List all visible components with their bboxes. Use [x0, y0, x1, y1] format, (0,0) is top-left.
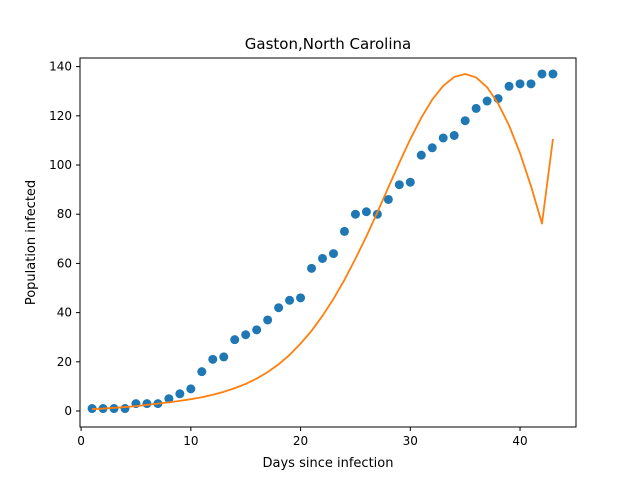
- plot-area: [87, 69, 558, 414]
- data-point: [427, 143, 437, 153]
- y-tick-label: 100: [49, 158, 72, 172]
- data-point: [471, 103, 481, 113]
- y-tick-label: 120: [49, 109, 72, 123]
- y-tick-label: 40: [57, 306, 72, 320]
- data-point: [241, 330, 251, 340]
- data-point: [175, 389, 185, 399]
- axes-frame: [79, 57, 577, 428]
- data-point: [328, 249, 338, 259]
- chart-title: Gaston,North Carolina: [245, 35, 411, 53]
- data-point: [438, 133, 448, 143]
- data-point: [296, 293, 306, 303]
- x-tick-label: 40: [512, 434, 527, 448]
- data-point: [537, 69, 547, 79]
- data-point: [285, 295, 295, 305]
- data-point: [515, 79, 525, 89]
- data-point: [361, 207, 371, 217]
- y-tick-label: 0: [64, 404, 72, 418]
- data-point: [197, 367, 207, 377]
- x-tick-label: 30: [403, 434, 418, 448]
- x-axis-label: Days since infection: [263, 456, 394, 471]
- data-point: [394, 180, 404, 190]
- data-point: [186, 384, 196, 394]
- y-tick-label: 140: [49, 60, 72, 74]
- data-point: [120, 404, 130, 414]
- data-point: [405, 177, 415, 187]
- data-point: [164, 394, 174, 404]
- data-point: [318, 253, 328, 263]
- data-point: [482, 96, 492, 106]
- x-tick-label: 10: [183, 434, 198, 448]
- data-point: [274, 303, 284, 313]
- data-point: [548, 69, 558, 79]
- data-point: [449, 130, 459, 140]
- data-point: [350, 209, 360, 219]
- x-tick-label: 20: [293, 434, 308, 448]
- x-tick-label: 0: [77, 434, 85, 448]
- data-point: [208, 354, 218, 364]
- data-point: [460, 116, 470, 126]
- data-point: [230, 335, 240, 345]
- y-tick-label: 20: [57, 355, 72, 369]
- data-point: [252, 325, 262, 335]
- data-point: [307, 263, 317, 273]
- data-point: [504, 81, 514, 91]
- data-point: [416, 150, 426, 160]
- y-tick-label: 60: [57, 256, 72, 270]
- data-point: [339, 226, 349, 236]
- data-point: [526, 79, 536, 89]
- fit-curve: [92, 73, 554, 410]
- y-tick-label: 80: [57, 207, 72, 221]
- data-point: [263, 315, 273, 325]
- data-point: [383, 194, 393, 204]
- axis-ticks: 0 10 20 30 40 0 20 40 60 80 100 120 140: [49, 60, 528, 448]
- data-point: [219, 352, 229, 362]
- y-axis-label: Population infected: [24, 180, 39, 305]
